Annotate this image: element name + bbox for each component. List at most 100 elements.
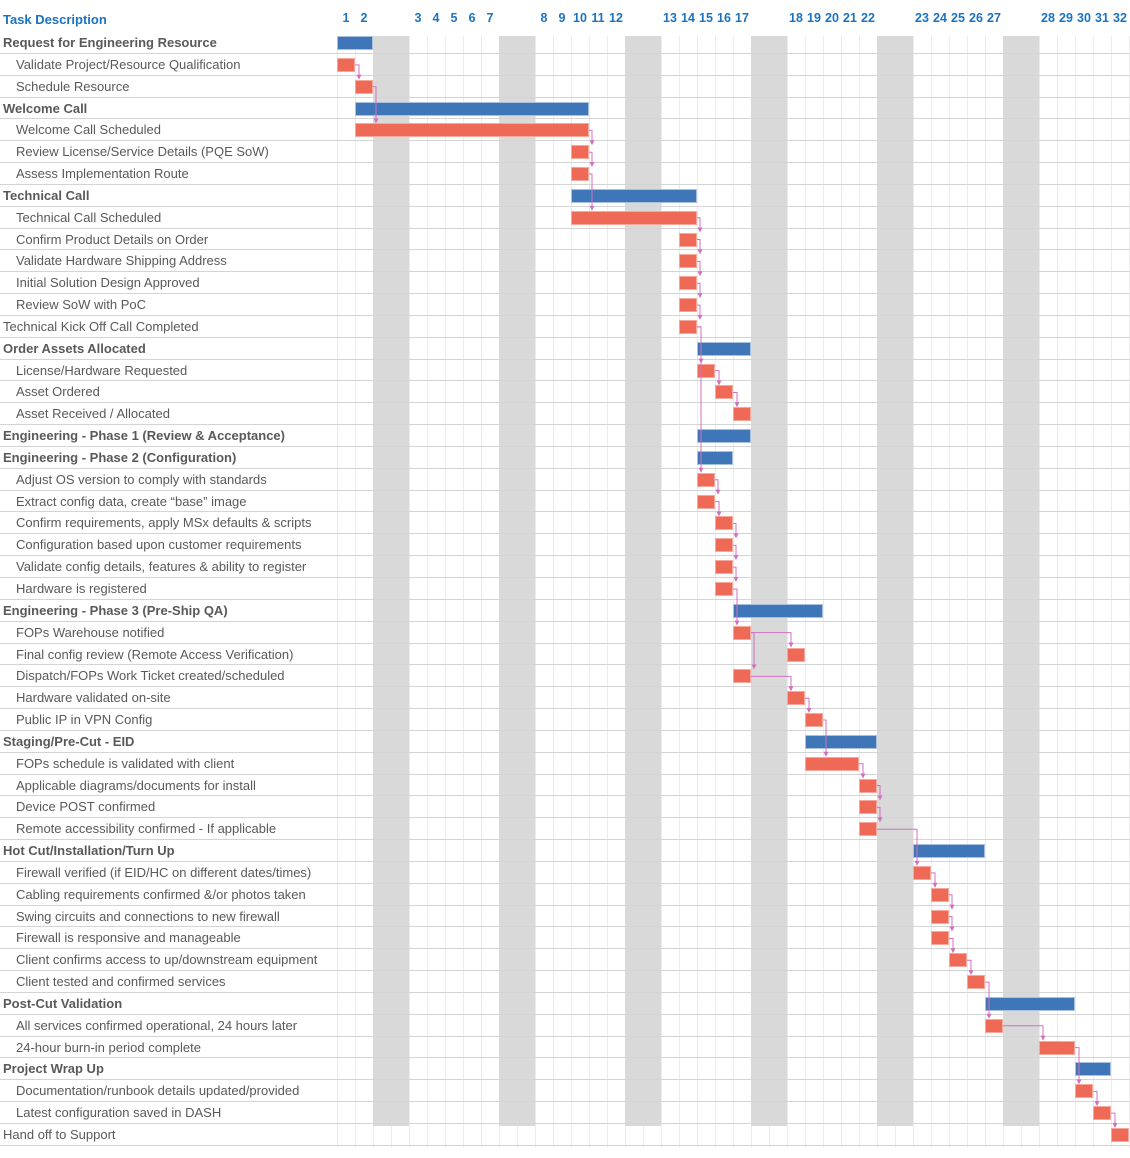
day-label: 27 (987, 11, 1001, 25)
task-bar[interactable] (571, 210, 697, 225)
task-bar[interactable] (985, 1018, 1003, 1033)
task-label: Welcome Call Scheduled (16, 122, 161, 138)
task-bar[interactable] (931, 931, 949, 946)
summary-bar[interactable] (697, 341, 751, 356)
task-bar[interactable] (715, 385, 733, 400)
grid-line (787, 36, 788, 1148)
day-label: 9 (558, 11, 566, 25)
day-label: 32 (1113, 11, 1127, 25)
task-bar[interactable] (949, 953, 967, 968)
task-row: Hardware is registered (0, 578, 1130, 600)
summary-bar[interactable] (805, 734, 877, 749)
task-row: FOPs schedule is validated with client (0, 753, 1130, 775)
task-bar[interactable] (805, 713, 823, 728)
task-row: Validate config details, features & abil… (0, 556, 1130, 578)
summary-bar[interactable] (733, 603, 823, 618)
task-bar[interactable] (679, 232, 697, 247)
day-label: 11 (591, 11, 605, 25)
task-bar[interactable] (931, 887, 949, 902)
summary-bar[interactable] (913, 844, 985, 859)
task-bar[interactable] (859, 778, 877, 793)
day-label: 21 (843, 11, 857, 25)
task-bar[interactable] (571, 145, 589, 160)
task-bar[interactable] (355, 79, 373, 94)
task-bar[interactable] (787, 691, 805, 706)
task-bar[interactable] (355, 123, 589, 138)
task-bar[interactable] (859, 822, 877, 837)
task-bar[interactable] (805, 756, 859, 771)
task-bar[interactable] (697, 472, 715, 487)
task-bar[interactable] (715, 560, 733, 575)
task-bar[interactable] (787, 647, 805, 662)
task-row: Cabling requirements confirmed &/or phot… (0, 884, 1130, 906)
task-label: Validate Hardware Shipping Address (16, 253, 227, 269)
task-label: Assess Implementation Route (16, 166, 189, 182)
task-bar[interactable] (931, 909, 949, 924)
task-bar[interactable] (913, 865, 931, 880)
task-bar[interactable] (679, 319, 697, 334)
day-label: 19 (807, 11, 821, 25)
task-row: Firewall verified (if EID/HC on differen… (0, 862, 1130, 884)
task-bar[interactable] (697, 494, 715, 509)
task-label: Remote accessibility confirmed - If appl… (16, 821, 277, 837)
task-bar[interactable] (697, 363, 715, 378)
task-row: Firewall is responsive and manageable (0, 927, 1130, 950)
task-row: Validate Project/Resource Qualification (0, 54, 1130, 76)
summary-bar[interactable] (697, 450, 733, 465)
grid-line (859, 36, 860, 1148)
task-label: Order Assets Allocated (3, 340, 146, 356)
task-label: Confirm requirements, apply MSx defaults… (16, 515, 312, 531)
task-label: Technical Call Scheduled (16, 209, 162, 225)
grid-line (445, 36, 446, 1148)
task-bar[interactable] (733, 625, 751, 640)
task-label: Client confirms access to up/downstream … (16, 952, 318, 968)
task-bar[interactable] (715, 582, 733, 596)
day-label: 29 (1059, 11, 1073, 25)
summary-bar[interactable] (697, 429, 751, 444)
task-bar[interactable] (1093, 1106, 1111, 1121)
task-bar[interactable] (715, 516, 733, 531)
day-label: 23 (915, 11, 929, 25)
task-bar[interactable] (571, 167, 589, 182)
task-row: Engineering - Phase 3 (Pre-Ship QA) (0, 600, 1130, 622)
grid-line (841, 36, 842, 1148)
summary-bar[interactable] (1075, 1062, 1111, 1077)
task-row: Configuration based upon customer requir… (0, 534, 1130, 557)
task-row: Latest configuration saved in DASH (0, 1102, 1130, 1124)
task-label: Device POST confirmed (16, 799, 156, 815)
task-label: Hot Cut/Installation/Turn Up (3, 843, 175, 859)
task-bar[interactable] (859, 800, 877, 815)
task-bar[interactable] (1111, 1128, 1129, 1142)
task-label: Validate Project/Resource Qualification (16, 56, 241, 72)
task-label: Staging/Pre-Cut - EID (3, 733, 135, 749)
task-row: Confirm requirements, apply MSx defaults… (0, 512, 1130, 535)
task-bar[interactable] (679, 254, 697, 269)
grid-line (679, 36, 680, 1148)
task-label: Welcome Call (3, 100, 88, 116)
task-row: Order Assets Allocated (0, 338, 1130, 360)
weekend-column (1003, 36, 1039, 1126)
task-bar[interactable] (733, 407, 751, 422)
weekend-column (751, 36, 787, 1126)
summary-bar[interactable] (337, 36, 373, 50)
task-label: Dispatch/FOPs Work Ticket created/schedu… (16, 668, 285, 684)
task-row: Hot Cut/Installation/Turn Up (0, 840, 1130, 862)
task-bar[interactable] (679, 298, 697, 313)
summary-bar[interactable] (355, 101, 589, 116)
grid-line (481, 36, 482, 1148)
task-label: Client tested and confirmed services (16, 974, 226, 990)
summary-bar[interactable] (985, 996, 1075, 1011)
task-bar[interactable] (967, 975, 985, 990)
task-bar[interactable] (1039, 1040, 1075, 1055)
task-bar[interactable] (679, 276, 697, 291)
task-bar[interactable] (1075, 1084, 1093, 1099)
task-bar[interactable] (733, 669, 751, 684)
task-bar[interactable] (715, 538, 733, 553)
task-bar[interactable] (337, 57, 355, 72)
task-row: Hardware validated on-site (0, 687, 1130, 710)
task-row: Hand off to Support (0, 1124, 1130, 1146)
task-label: Schedule Resource (16, 78, 130, 94)
summary-bar[interactable] (571, 188, 697, 203)
task-label: Request for Engineering Resource (3, 35, 217, 50)
